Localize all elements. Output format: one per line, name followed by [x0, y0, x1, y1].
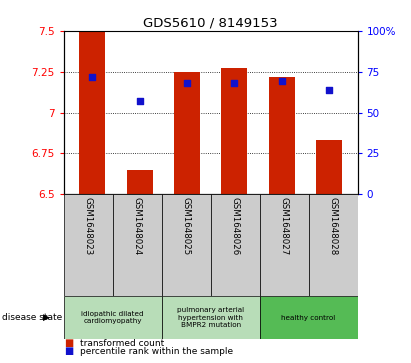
Text: GSM1648024: GSM1648024: [133, 197, 142, 256]
Text: GSM1648025: GSM1648025: [182, 197, 191, 256]
Point: [278, 78, 285, 84]
Text: ▶: ▶: [43, 313, 50, 322]
Text: GSM1648027: GSM1648027: [279, 197, 289, 256]
Point: [326, 87, 332, 93]
Bar: [64, 296, 162, 339]
Bar: [127, 170, 152, 194]
Bar: [309, 194, 358, 296]
Bar: [174, 72, 200, 194]
Point: [89, 74, 95, 79]
Bar: [260, 296, 358, 339]
Bar: [221, 68, 247, 194]
Bar: [162, 194, 211, 296]
Bar: [113, 194, 162, 296]
Text: pulmonary arterial
hypertension with
BMPR2 mutation: pulmonary arterial hypertension with BMP…: [177, 307, 244, 328]
Bar: [64, 194, 113, 296]
Point: [231, 80, 238, 86]
Bar: [260, 194, 309, 296]
Text: healthy control: healthy control: [282, 315, 336, 321]
Bar: [79, 31, 105, 194]
Text: GSM1648026: GSM1648026: [231, 197, 240, 256]
Point: [184, 80, 190, 86]
Bar: [162, 296, 260, 339]
Bar: [269, 77, 295, 194]
Text: ■: ■: [64, 346, 73, 356]
Text: GSM1648023: GSM1648023: [84, 197, 93, 256]
Text: GSM1648028: GSM1648028: [328, 197, 337, 256]
Text: percentile rank within the sample: percentile rank within the sample: [80, 347, 233, 355]
Point: [136, 98, 143, 104]
Text: idiopathic dilated
cardiomyopathy: idiopathic dilated cardiomyopathy: [81, 311, 144, 325]
Text: transformed count: transformed count: [80, 339, 164, 347]
Text: ■: ■: [64, 338, 73, 348]
Bar: [210, 194, 260, 296]
Text: disease state: disease state: [2, 313, 62, 322]
Bar: [316, 140, 342, 194]
Title: GDS5610 / 8149153: GDS5610 / 8149153: [143, 17, 278, 30]
